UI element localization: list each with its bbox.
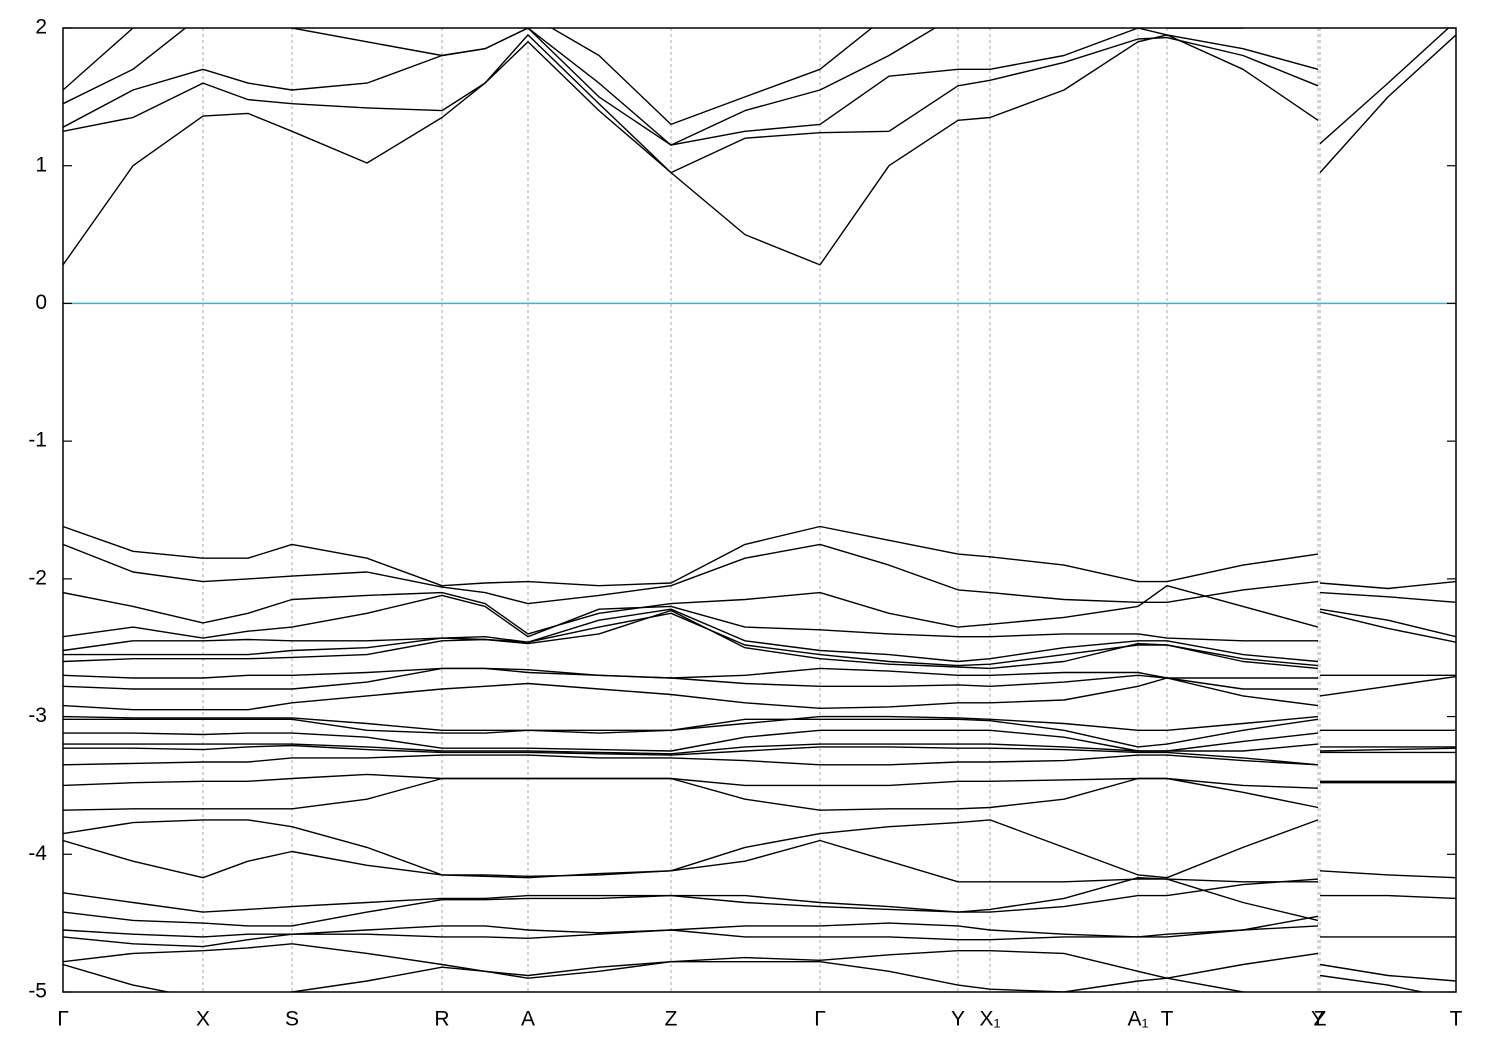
x-tick-label: X₁ xyxy=(979,1008,1000,1031)
y-tick-label: -5 xyxy=(28,980,47,1003)
x-tick-label: T xyxy=(1161,1008,1174,1031)
band-line xyxy=(63,925,1319,948)
band-line xyxy=(63,877,1319,927)
band-line xyxy=(63,594,1456,643)
y-tick-label: 1 xyxy=(35,153,47,176)
grid xyxy=(62,28,1457,992)
band-line xyxy=(63,28,1247,146)
x-tick-label: A₁ xyxy=(1127,1008,1148,1031)
band-line xyxy=(63,585,1456,638)
plot-frame xyxy=(62,27,1457,993)
y-tick-label: -2 xyxy=(28,566,47,589)
band-line xyxy=(63,743,1456,900)
band-line xyxy=(63,34,1456,266)
y-tick-label: -3 xyxy=(28,704,47,727)
band-line xyxy=(63,543,1456,605)
band-line xyxy=(63,28,1450,174)
x-tick-label: Y xyxy=(951,1008,965,1031)
y-tick-label: 2 xyxy=(35,16,47,39)
band-line xyxy=(63,961,1251,992)
band-line xyxy=(63,525,1456,590)
band-line xyxy=(63,715,1456,782)
x-tick-label: Γ xyxy=(57,1008,69,1031)
band-line xyxy=(63,612,1456,697)
band-line xyxy=(63,915,1319,939)
y-tick-label: -4 xyxy=(28,842,47,865)
band-line xyxy=(63,667,1456,748)
x-tick-label: Z xyxy=(665,1008,678,1031)
x-tick-label: Γ xyxy=(814,1008,826,1031)
x-tick-label: Y xyxy=(1311,1008,1325,1031)
band-line xyxy=(63,718,1456,784)
band-line xyxy=(63,754,1456,982)
x-tick-label: X xyxy=(196,1008,210,1031)
band-line xyxy=(63,667,1456,752)
band-line xyxy=(63,28,873,126)
x-tick-label: S xyxy=(285,1008,299,1031)
band-line xyxy=(63,729,1456,879)
y-tick-label: 0 xyxy=(35,291,47,314)
band-line xyxy=(63,677,1456,754)
band-line xyxy=(63,878,1319,913)
band-line xyxy=(63,608,1456,676)
x-tick-label: A xyxy=(521,1008,535,1031)
band-line xyxy=(63,777,1319,811)
band-line xyxy=(63,773,1426,992)
band-line xyxy=(63,819,1319,879)
band-line xyxy=(63,744,1456,938)
y-tick-label: -1 xyxy=(28,429,47,452)
x-tick-label: T xyxy=(1450,1008,1463,1031)
x-tick-label: Z xyxy=(1314,1008,1327,1031)
band-line xyxy=(63,839,1318,883)
band-line xyxy=(63,609,1456,731)
x-tick-label: R xyxy=(434,1008,449,1031)
bands xyxy=(63,28,1456,992)
